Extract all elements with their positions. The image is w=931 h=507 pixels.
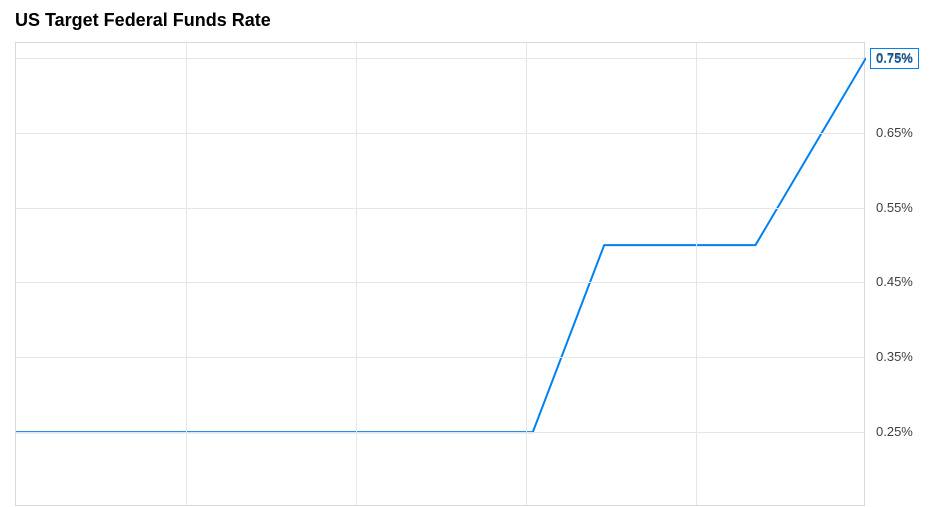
y-tick-label: 0.75%: [876, 50, 913, 65]
gridline-vertical: [526, 43, 527, 505]
y-tick-label: 0.55%: [876, 200, 913, 215]
y-tick-label: 0.45%: [876, 274, 913, 289]
gridline-horizontal: [16, 133, 864, 134]
gridline-vertical: [356, 43, 357, 505]
y-tick-label: 0.35%: [876, 349, 913, 364]
y-tick-label: 0.25%: [876, 424, 913, 439]
gridline-horizontal: [16, 208, 864, 209]
gridline-horizontal: [16, 282, 864, 283]
y-tick-label: 0.65%: [876, 125, 913, 140]
gridline-horizontal: [16, 432, 864, 433]
gridline-vertical: [186, 43, 187, 505]
gridline-horizontal: [16, 357, 864, 358]
chart-title: US Target Federal Funds Rate: [15, 10, 271, 31]
chart-container: US Target Federal Funds Rate 0.75% 0.25%…: [0, 0, 931, 506]
gridline-vertical: [696, 43, 697, 505]
gridline-horizontal: [16, 58, 864, 59]
plot-area: 0.75% 0.25%0.35%0.45%0.55%0.65%0.75%: [15, 42, 865, 506]
line-series: [16, 43, 866, 507]
